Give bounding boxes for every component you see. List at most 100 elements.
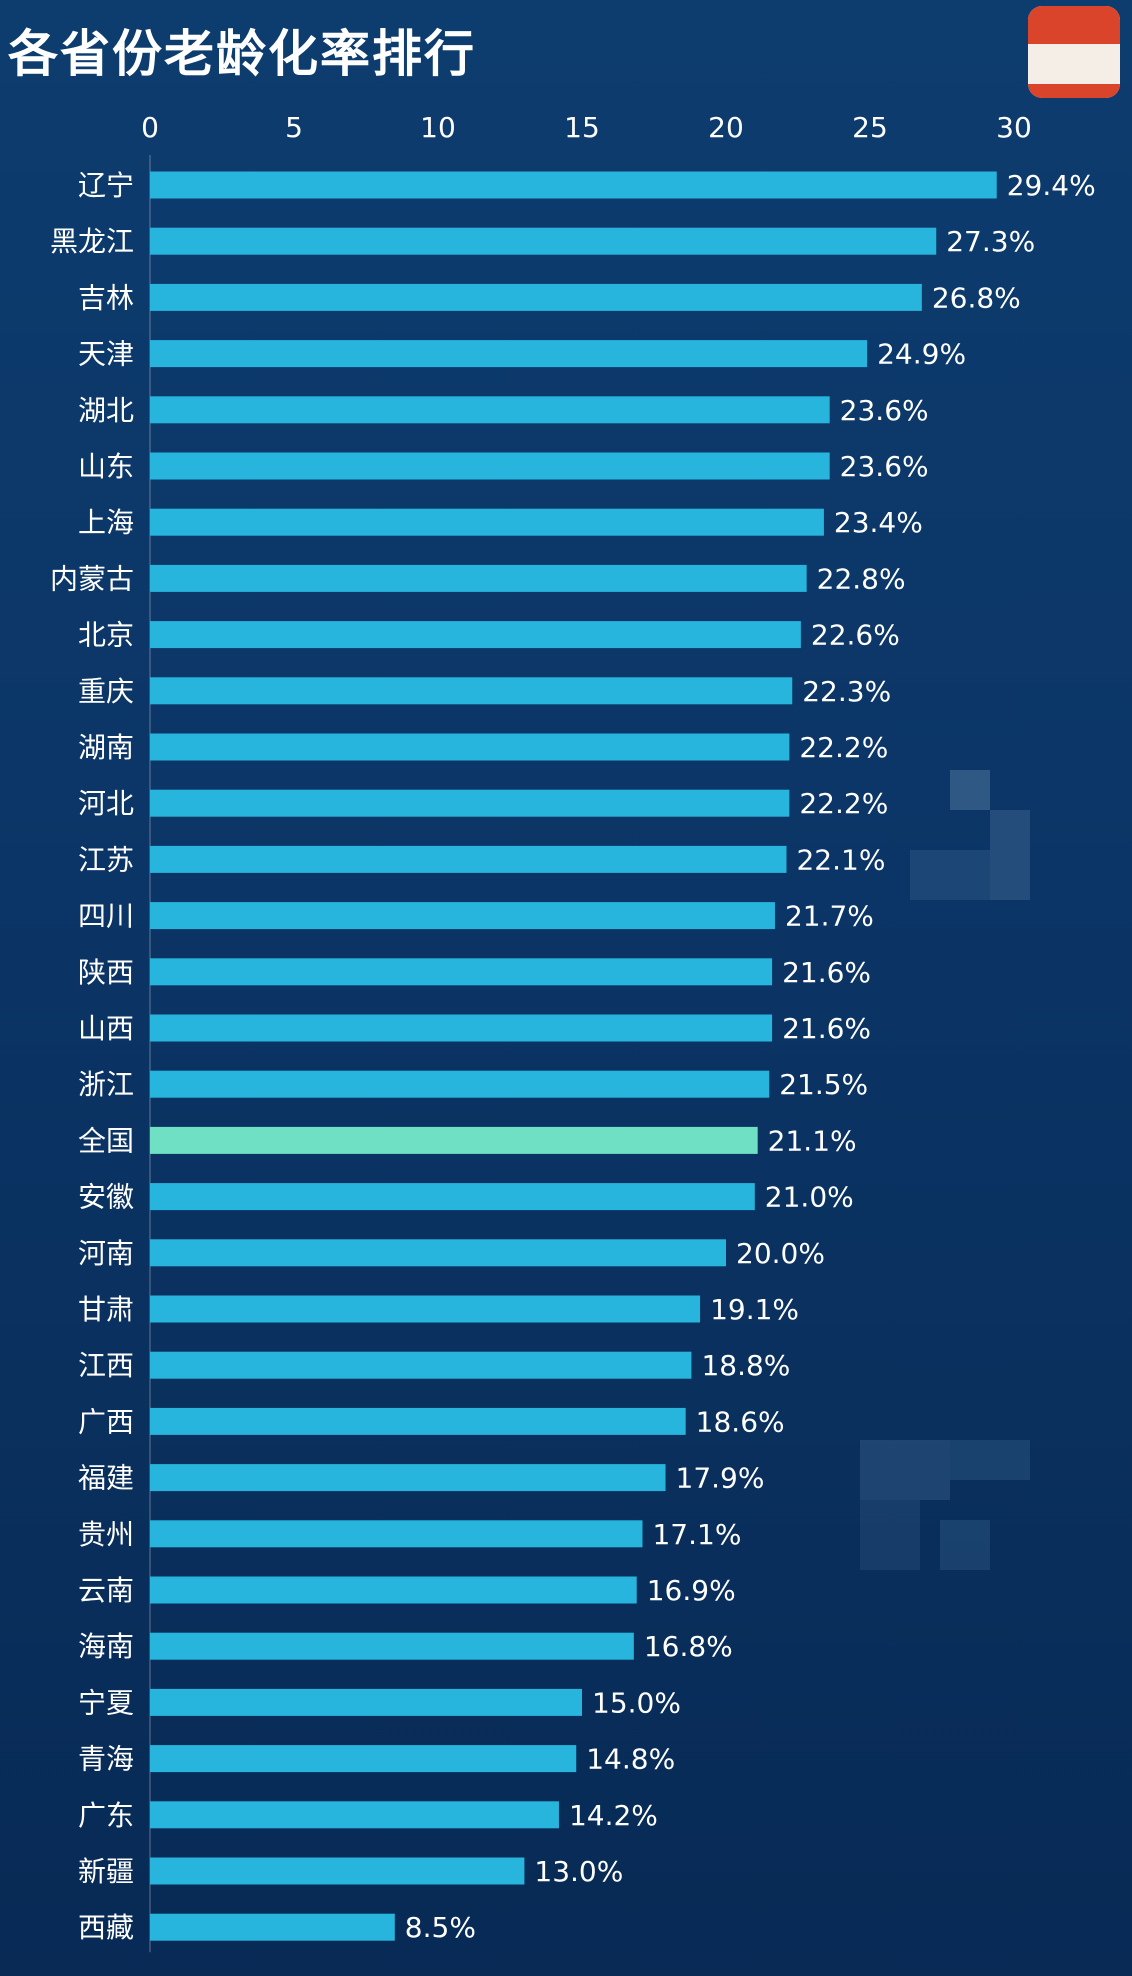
value-label: 19.1% [710, 1293, 799, 1326]
bar [150, 1913, 395, 1941]
value-label: 17.1% [652, 1518, 741, 1551]
category-label: 四川 [78, 900, 134, 933]
category-label: 福建 [78, 1462, 134, 1495]
bar [150, 1070, 770, 1098]
value-label: 21.5% [779, 1068, 868, 1101]
mosaic-block [950, 1440, 1030, 1480]
bar [150, 1520, 643, 1548]
category-label: 山东 [78, 450, 134, 483]
value-label: 20.0% [736, 1237, 825, 1270]
bar [150, 1632, 634, 1660]
bar [150, 508, 824, 536]
value-label: 15.0% [592, 1686, 681, 1719]
category-label: 贵州 [78, 1518, 134, 1551]
category-label: 甘肃 [78, 1293, 134, 1326]
value-label: 14.2% [569, 1799, 658, 1832]
bar [150, 1857, 525, 1885]
category-label: 北京 [78, 619, 134, 652]
bar [150, 621, 801, 649]
category-label: 西藏 [78, 1911, 134, 1944]
value-label: 21.1% [768, 1124, 857, 1157]
mosaic-block [860, 1500, 920, 1570]
value-label: 21.6% [782, 956, 871, 989]
bar [150, 1688, 582, 1716]
x-tick-label: 10 [420, 111, 456, 144]
value-label: 22.2% [799, 731, 888, 764]
category-label: 山西 [78, 1012, 134, 1045]
x-tick-label: 30 [996, 111, 1032, 144]
value-label: 22.3% [802, 675, 891, 708]
bar [150, 1407, 686, 1435]
bar [150, 1351, 692, 1379]
value-label: 27.3% [946, 225, 1035, 258]
x-tick-label: 15 [564, 111, 600, 144]
category-label: 天津 [78, 338, 134, 371]
category-label: 河南 [78, 1237, 134, 1270]
x-tick-label: 25 [852, 111, 888, 144]
value-label: 26.8% [932, 281, 1021, 314]
bar [150, 396, 830, 424]
value-label: 8.5% [405, 1911, 476, 1944]
bar [150, 1464, 666, 1492]
value-label: 22.1% [796, 843, 885, 876]
category-label: 青海 [78, 1743, 134, 1776]
bar [150, 1801, 559, 1829]
category-label: 河北 [78, 787, 134, 820]
value-label: 29.4% [1007, 169, 1096, 202]
category-label: 湖北 [78, 394, 134, 427]
category-label: 云南 [78, 1574, 134, 1607]
bar [150, 340, 868, 368]
value-label: 18.6% [696, 1405, 785, 1438]
value-label: 23.6% [840, 450, 929, 483]
value-label: 16.8% [644, 1630, 733, 1663]
category-label: 广东 [78, 1799, 134, 1832]
chart-title: 各省份老龄化率排行 [8, 25, 476, 83]
value-label: 22.8% [817, 562, 906, 595]
value-label: 21.7% [785, 900, 874, 933]
category-label: 江苏 [78, 843, 134, 876]
bar [150, 564, 807, 592]
mosaic-block [950, 770, 990, 810]
value-label: 21.6% [782, 1012, 871, 1045]
value-label: 17.9% [676, 1462, 765, 1495]
bar [150, 452, 830, 480]
bar [150, 958, 773, 986]
mosaic-block [910, 850, 990, 900]
category-label: 湖南 [78, 731, 134, 764]
bar [150, 1183, 755, 1211]
corner-logo-icon [1028, 6, 1120, 98]
category-label: 江西 [78, 1349, 134, 1382]
category-label: 全国 [78, 1124, 134, 1157]
category-label: 辽宁 [78, 169, 134, 202]
category-label: 重庆 [78, 675, 134, 708]
category-label: 广西 [78, 1405, 134, 1438]
value-label: 23.6% [840, 394, 929, 427]
value-label: 13.0% [534, 1855, 623, 1888]
bar [150, 1239, 726, 1267]
category-label: 安徽 [78, 1181, 134, 1214]
mosaic-block [990, 810, 1030, 900]
bar [150, 1576, 637, 1604]
value-label: 24.9% [877, 338, 966, 371]
mosaic-block [860, 1440, 950, 1500]
bar [150, 283, 922, 311]
category-label: 吉林 [78, 281, 134, 314]
bar [150, 171, 997, 199]
bar [150, 227, 937, 255]
value-label: 22.6% [811, 619, 900, 652]
x-tick-label: 0 [141, 111, 159, 144]
category-label: 浙江 [78, 1068, 134, 1101]
value-label: 23.4% [834, 506, 923, 539]
value-label: 22.2% [799, 787, 888, 820]
value-label: 18.8% [701, 1349, 790, 1382]
category-label: 宁夏 [78, 1686, 134, 1719]
category-label: 海南 [78, 1630, 134, 1663]
bar [150, 1295, 701, 1323]
mosaic-block [940, 1520, 990, 1570]
bar [150, 902, 775, 930]
value-label: 21.0% [765, 1181, 854, 1214]
category-label: 陕西 [78, 956, 134, 989]
x-tick-label: 5 [285, 111, 303, 144]
category-label: 黑龙江 [50, 225, 134, 258]
value-label: 14.8% [586, 1743, 675, 1776]
